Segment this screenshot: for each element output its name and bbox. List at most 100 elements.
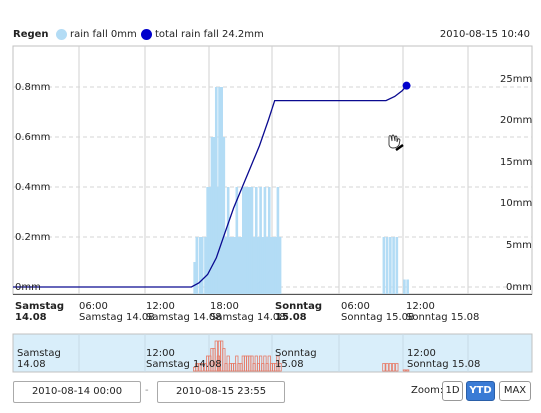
x-tick-3: 18:00 Samstag 14.08 <box>210 301 286 323</box>
rainfall-bar <box>392 237 395 294</box>
rainfall-bar <box>263 187 267 294</box>
rainfall-bar <box>206 187 209 294</box>
x-tick-2: 12:00 Samstag 14.08 <box>146 301 222 323</box>
navigator-bar <box>385 363 389 372</box>
rainfall-bar <box>226 187 230 294</box>
navigator-bar <box>391 363 396 372</box>
rainfall-bar <box>195 237 199 294</box>
rainfall-bar <box>229 237 232 294</box>
navigator-bar <box>222 348 226 372</box>
to-date-input[interactable]: 2010-08-15 23:55 <box>157 381 285 403</box>
legend-rainfall-label: rain fall 0mm <box>70 29 137 40</box>
rainfall-bar <box>274 237 278 294</box>
rainfall-bar <box>218 87 221 294</box>
rainfall-bar <box>385 237 389 294</box>
legend-item-total[interactable]: total rain fall 24.2mm <box>141 29 264 40</box>
rainfall-bar <box>382 237 386 294</box>
navigator-bar <box>195 363 199 372</box>
rainfall-bar <box>265 237 269 294</box>
rainfall-bar <box>276 187 280 294</box>
y-right-tick-0: 0mm <box>506 282 532 293</box>
navigator-bar <box>200 363 204 372</box>
rainfall-bar <box>254 187 258 294</box>
rainfall-bar <box>231 237 234 294</box>
hand-cursor-icon <box>388 134 404 152</box>
y-left-tick-1: 0.2mm <box>15 232 51 243</box>
legend-item-rainfall[interactable]: rain fall 0mm <box>56 29 137 40</box>
rainfall-bar <box>259 187 262 294</box>
date-separator: - <box>145 385 149 396</box>
legend-rainfall-icon <box>56 29 67 40</box>
navigator-bar <box>382 363 386 372</box>
y-right-tick-3: 15mm <box>500 157 533 168</box>
rainfall-bar <box>406 279 409 294</box>
rainfall-bar <box>212 137 216 294</box>
rainfall-bar <box>200 237 204 294</box>
navigator-bar <box>406 369 410 372</box>
rainfall-bar <box>222 137 226 294</box>
rainfall-bar <box>198 237 202 294</box>
y-right-tick-2: 10mm <box>500 198 533 209</box>
nav-label-2: Sonntag 15.08 <box>275 348 317 370</box>
zoom-max-button[interactable]: MAX <box>499 381 531 401</box>
y-right-tick-1: 5mm <box>506 240 532 251</box>
zoom-ytd-button[interactable]: YTD <box>466 381 495 401</box>
y-right-tick-4: 20mm <box>500 115 533 126</box>
rainfall-bar <box>248 187 252 294</box>
nav-label-0: Samstag 14.08 <box>17 348 61 370</box>
legend-total-icon <box>141 29 152 40</box>
x-tick-4: Sonntag 15.08 <box>275 301 322 323</box>
rainfall-bar <box>235 187 239 294</box>
navigator-series <box>193 340 410 372</box>
navigator-bar <box>278 363 282 372</box>
rainfall-bar <box>270 237 273 294</box>
total-rainfall-line <box>13 85 408 288</box>
navigator-bar <box>402 369 407 372</box>
y-left-tick-4: 0.8mm <box>15 82 51 93</box>
rainfall-bar <box>237 237 241 294</box>
chart-title: Regen <box>13 29 49 40</box>
grid-lines <box>12 45 533 373</box>
from-date-input[interactable]: 2010-08-14 00:00 <box>13 381 141 403</box>
rainfall-bar <box>395 237 399 294</box>
rainfall-bar <box>210 137 214 294</box>
nav-label-1: 12:00 Samstag 14.08 <box>146 348 222 370</box>
rainfall-bar <box>193 262 196 294</box>
rainfall-bar <box>233 237 236 294</box>
rainfall-bar <box>252 237 256 294</box>
zoom-label: Zoom: <box>411 385 444 396</box>
rainfall-bar <box>244 187 247 294</box>
rainfall-bars <box>193 87 409 294</box>
rainfall-bar <box>204 237 207 294</box>
navigator-bar <box>388 363 392 372</box>
rainfall-bar <box>239 237 243 294</box>
x-tick-6: 12:00 Sonntag 15.08 <box>406 301 480 323</box>
rainfall-bar <box>246 187 249 294</box>
y-left-tick-0: 0mm <box>15 282 41 293</box>
rainfall-bar <box>208 187 212 294</box>
rainfall-bar <box>214 87 218 294</box>
rainfall-bar <box>220 87 223 294</box>
rainfall-bar <box>389 237 392 294</box>
y-right-tick-5: 25mm <box>500 74 533 85</box>
rainfall-bar <box>403 279 406 294</box>
rainfall-bar <box>242 187 245 294</box>
rainfall-bar <box>272 237 275 294</box>
rainfall-bar <box>267 187 271 294</box>
current-timestamp: 2010-08-15 10:40 <box>439 29 530 40</box>
navigator-bar <box>395 363 399 372</box>
x-tick-1: 06:00 Samstag 14.08 <box>79 301 155 323</box>
rainfall-bar <box>278 237 282 294</box>
y-left-tick-3: 0.6mm <box>15 132 51 143</box>
nav-label-3: 12:00 Sonntag 15.08 <box>407 348 481 370</box>
rainfall-bar <box>261 237 265 294</box>
rainfall-bar <box>250 187 254 294</box>
zoom-1d-button[interactable]: 1D <box>442 381 463 401</box>
x-tick-0: Samstag 14.08 <box>15 301 65 323</box>
x-tick-5: 06:00 Sonntag 15.08 <box>341 301 415 323</box>
rainfall-bar <box>224 237 228 294</box>
total-rainfall-endpoint <box>402 81 411 90</box>
y-left-tick-2: 0.4mm <box>15 182 51 193</box>
rainfall-bar <box>257 237 260 294</box>
